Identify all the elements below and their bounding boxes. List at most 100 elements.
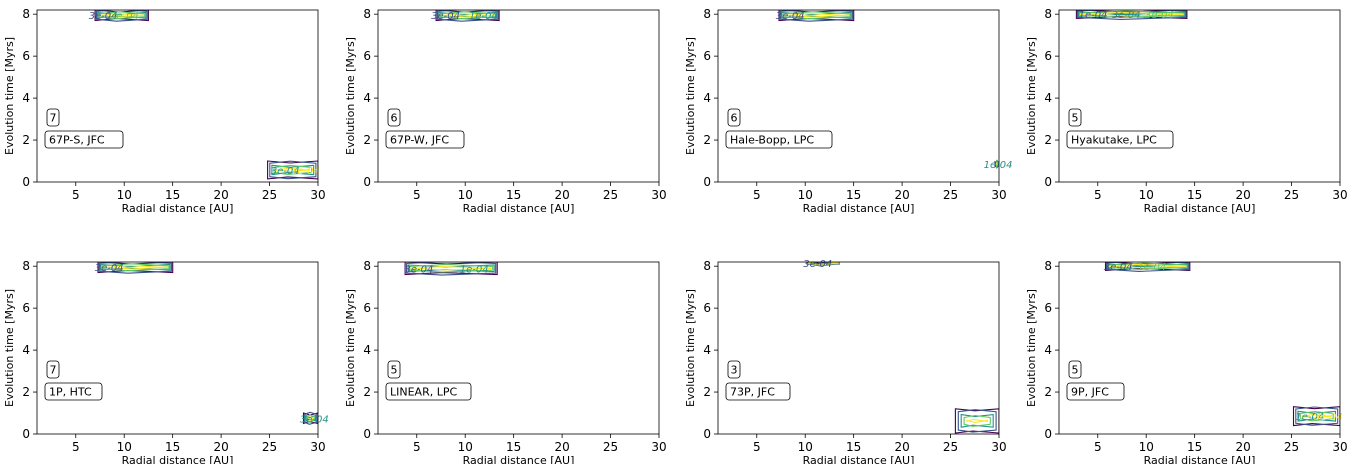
contour-level-5	[807, 262, 839, 266]
contour-region-2	[302, 411, 318, 425]
axes-frame	[717, 9, 1000, 183]
contour-level-3	[960, 413, 994, 428]
y-tick-label: 0	[22, 427, 30, 441]
contour-level-1	[954, 408, 999, 434]
comet-label-box	[44, 382, 103, 401]
count-badge: 3	[731, 364, 738, 377]
x-tick-label: 10	[1139, 440, 1154, 454]
contour-level-4	[439, 11, 496, 20]
count-badge: 5	[1072, 364, 1079, 377]
count-badge-box	[1068, 360, 1082, 379]
contour-set	[806, 262, 999, 434]
x-tick-label: 30	[1332, 440, 1347, 454]
contour-set	[1075, 10, 1188, 20]
contour-level-2	[304, 411, 318, 425]
x-tick-label: 10	[117, 188, 132, 202]
contour-level-5	[1302, 413, 1332, 419]
y-axis-label: Evolution time [Myrs]	[3, 37, 16, 155]
comet-label-box	[725, 382, 791, 401]
contour-label: 1e-04	[460, 264, 489, 275]
x-axis-label: Radial distance [AU]	[1144, 202, 1256, 215]
subplot-5: 3e-04 3e-04 5 10 15 20 25 30 0 2 4 6 8 Radial distanc…	[3, 259, 329, 464]
contour-level-1	[1075, 10, 1188, 19]
contour-level-5	[410, 265, 492, 271]
y-tick-label: 2	[1044, 385, 1052, 399]
contour-set	[404, 262, 498, 276]
contour-label: 3e-04	[271, 166, 300, 177]
x-tick-label: 20	[213, 440, 228, 454]
contour-region-1	[435, 10, 500, 22]
comet-label: LINEAR, LPC	[390, 386, 457, 399]
contour-region-2	[1292, 406, 1340, 427]
x-tick-label: 25	[1284, 440, 1299, 454]
contour-region-2	[954, 408, 999, 434]
comet-label-box	[385, 130, 465, 149]
y-tick-label: 8	[703, 7, 711, 21]
contour-level-2	[957, 409, 997, 433]
y-tick-label: 0	[363, 427, 371, 441]
contour-label: 3e-04	[1104, 262, 1133, 273]
contour-level-3	[1297, 410, 1337, 422]
x-tick-label: 15	[165, 440, 180, 454]
y-tick-label: 6	[363, 301, 371, 315]
x-tick-label: 5	[753, 440, 761, 454]
y-tick-label: 4	[22, 343, 30, 357]
contour-level-2	[269, 160, 317, 180]
contour-level-2	[1105, 262, 1190, 272]
contour-set	[97, 262, 318, 425]
count-badge-box	[727, 360, 741, 379]
y-axis-label: Evolution time [Myrs]	[1025, 289, 1038, 407]
count-badge: 5	[391, 364, 398, 377]
x-tick-label: 20	[894, 440, 909, 454]
contour-region-2	[267, 160, 318, 180]
x-tick-label: 5	[72, 440, 80, 454]
x-axis-label: Radial distance [AU]	[122, 454, 234, 464]
x-tick-label: 5	[72, 188, 80, 202]
comet-label-box	[1066, 382, 1125, 401]
y-axis-label: Evolution time [Myrs]	[684, 37, 697, 155]
x-tick-label: 25	[603, 440, 618, 454]
y-axis-label: Evolution time [Myrs]	[344, 37, 357, 155]
count-badge: 6	[731, 112, 738, 125]
x-tick-label: 10	[798, 440, 813, 454]
comet-label: 73P, JFC	[730, 386, 775, 399]
x-tick-label: 15	[165, 188, 180, 202]
y-tick-label: 4	[363, 343, 371, 357]
y-tick-label: 0	[22, 175, 30, 189]
contour-level-3	[97, 11, 147, 19]
y-tick-label: 6	[363, 49, 371, 63]
y-tick-label: 6	[703, 301, 711, 315]
comet-label: 9P, JFC	[1071, 386, 1109, 399]
y-tick-label: 6	[22, 301, 30, 315]
subplot-4: 1e-04 3e-04 3e-04 5 10 15 20 25 30 0 2 4 6 8 Radial di…	[1025, 7, 1348, 215]
contour-region-1	[1104, 262, 1191, 272]
contour-level-2	[436, 10, 499, 22]
contour-label: 3e-04	[405, 264, 434, 275]
contour-label: 3e-04	[431, 11, 460, 22]
contour-region-2	[994, 159, 999, 170]
x-tick-label: 30	[1332, 188, 1347, 202]
count-badge: 7	[50, 364, 57, 377]
y-tick-label: 8	[1044, 259, 1052, 273]
contour-label: 1e-04	[291, 166, 320, 177]
comet-label-box	[725, 130, 833, 149]
axes-frame	[1058, 261, 1341, 435]
count-badge-box	[387, 108, 401, 127]
x-tick-label: 30	[651, 440, 666, 454]
y-tick-label: 2	[363, 385, 371, 399]
y-tick-label: 8	[1044, 7, 1052, 21]
comet-label: Hyakutake, LPC	[1071, 134, 1157, 147]
subplot-2: 3e-04 1e-04 5 10 15 20 25 30 0 2 4 6 8 Radial distanc…	[344, 7, 667, 215]
x-axis-label: Radial distance [AU]	[122, 202, 234, 215]
contour-region-1	[778, 10, 855, 22]
contour-level-4	[409, 263, 494, 273]
y-tick-label: 2	[22, 385, 30, 399]
subplot-3: 3e-04 1e-04 5 10 15 20 25 30 0 2 4 6 8 Radial distanc…	[684, 7, 1012, 215]
contour-label: 3e-04	[95, 263, 124, 274]
contour-level-3	[781, 11, 852, 19]
y-tick-label: 2	[703, 385, 711, 399]
contour-level-3	[1077, 11, 1186, 17]
axes-frame	[36, 261, 319, 435]
